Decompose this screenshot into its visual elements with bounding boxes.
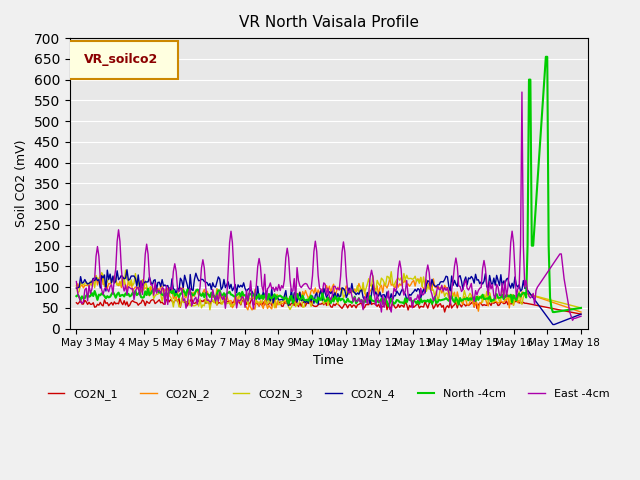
East -4cm [577,313,585,319]
North -4cm [134,291,142,297]
CO2N_2 [294,292,302,298]
Line: CO2N_4: CO2N_4 [76,270,581,324]
CO2N_3 [136,286,143,292]
East -4cm [550,259,558,265]
East -4cm [240,295,248,301]
North -4cm [577,305,585,311]
CO2N_1 [223,299,230,305]
East -4cm [223,294,230,300]
X-axis label: Time: Time [314,354,344,367]
CO2N_4 [225,279,232,285]
CO2N_4 [241,286,249,291]
CO2N_3 [72,283,80,288]
CO2N_4 [250,292,257,298]
CO2N_2 [550,300,558,306]
East -4cm [72,279,80,285]
CO2N_4 [123,267,131,273]
Line: North -4cm: North -4cm [76,57,581,312]
CO2N_4 [72,285,80,291]
CO2N_1 [72,300,80,306]
Line: East -4cm: East -4cm [76,92,581,320]
Line: CO2N_3: CO2N_3 [76,270,581,310]
North -4cm [72,293,80,299]
CO2N_1 [250,302,257,308]
CO2N_4 [136,284,143,289]
East -4cm [293,265,301,271]
North -4cm [293,291,301,297]
North -4cm [552,309,559,315]
CO2N_2 [225,298,232,303]
CO2N_2 [250,305,257,311]
Y-axis label: Soil CO2 (mV): Soil CO2 (mV) [15,140,28,227]
CO2N_3 [206,307,214,312]
Title: VR North Vaisala Profile: VR North Vaisala Profile [239,15,419,30]
CO2N_4 [294,294,302,300]
CO2N_4 [552,321,559,327]
Legend: CO2N_1, CO2N_2, CO2N_3, CO2N_4, North -4cm, East -4cm: CO2N_1, CO2N_2, CO2N_3, CO2N_4, North -4… [44,384,614,405]
CO2N_1 [577,311,585,317]
Line: CO2N_2: CO2N_2 [76,275,581,312]
CO2N_4 [577,311,585,317]
CO2N_2 [72,285,80,290]
East -4cm [518,89,526,95]
CO2N_3 [122,267,129,273]
North -4cm [542,54,550,60]
CO2N_3 [243,294,250,300]
CO2N_3 [552,299,559,304]
CO2N_2 [241,301,249,307]
CO2N_2 [136,283,143,289]
CO2N_1 [241,298,249,304]
CO2N_1 [232,294,239,300]
North -4cm [549,309,557,315]
Text: VR_soilco2: VR_soilco2 [84,53,159,66]
East -4cm [134,285,142,290]
FancyBboxPatch shape [65,41,179,79]
East -4cm [569,317,577,323]
East -4cm [248,296,256,302]
North -4cm [223,291,230,297]
Line: CO2N_1: CO2N_1 [76,297,581,314]
North -4cm [248,293,256,299]
CO2N_2 [98,272,106,277]
CO2N_4 [549,322,557,327]
CO2N_1 [134,302,142,308]
CO2N_3 [296,297,304,303]
CO2N_3 [226,300,234,305]
CO2N_1 [294,304,302,310]
CO2N_3 [577,305,585,311]
CO2N_1 [550,306,558,312]
CO2N_3 [251,287,259,292]
North -4cm [240,293,248,299]
CO2N_2 [577,309,585,315]
